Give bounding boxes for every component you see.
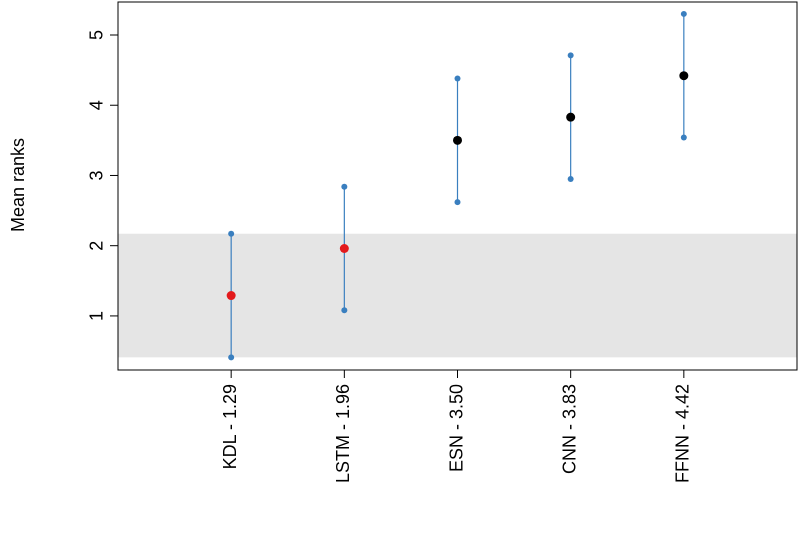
y-tick-label: 5 xyxy=(87,30,107,40)
interval-lower xyxy=(228,354,235,361)
y-tick-label: 2 xyxy=(87,241,107,251)
interval-lower xyxy=(454,199,461,206)
interval-lower xyxy=(680,134,687,141)
interval-upper xyxy=(680,10,687,17)
y-tick-label: 4 xyxy=(87,100,107,110)
interval-upper xyxy=(454,75,461,82)
x-tick-label: ESN - 3.50 xyxy=(446,384,466,472)
y-axis-label: Mean ranks xyxy=(8,138,28,232)
x-tick-label: LSTM - 1.96 xyxy=(333,384,353,483)
interval-lower xyxy=(567,175,574,182)
y-tick-label: 1 xyxy=(87,311,107,321)
y-tick-label: 3 xyxy=(87,170,107,180)
mean-rank-point xyxy=(679,71,689,81)
interval-lower xyxy=(341,307,348,314)
x-tick-label: KDL - 1.29 xyxy=(220,384,240,469)
interval-upper xyxy=(567,52,574,59)
interval-upper xyxy=(228,230,235,237)
mean-rank-point xyxy=(339,244,349,254)
x-tick-label: FFNN - 4.42 xyxy=(673,384,693,483)
band xyxy=(118,233,797,358)
interval-upper xyxy=(341,183,348,190)
mean-rank-point xyxy=(453,135,462,145)
x-tick-label: CNN - 3.83 xyxy=(559,384,579,474)
mean-rank-point xyxy=(226,291,236,301)
mean-rank-point xyxy=(566,112,576,122)
